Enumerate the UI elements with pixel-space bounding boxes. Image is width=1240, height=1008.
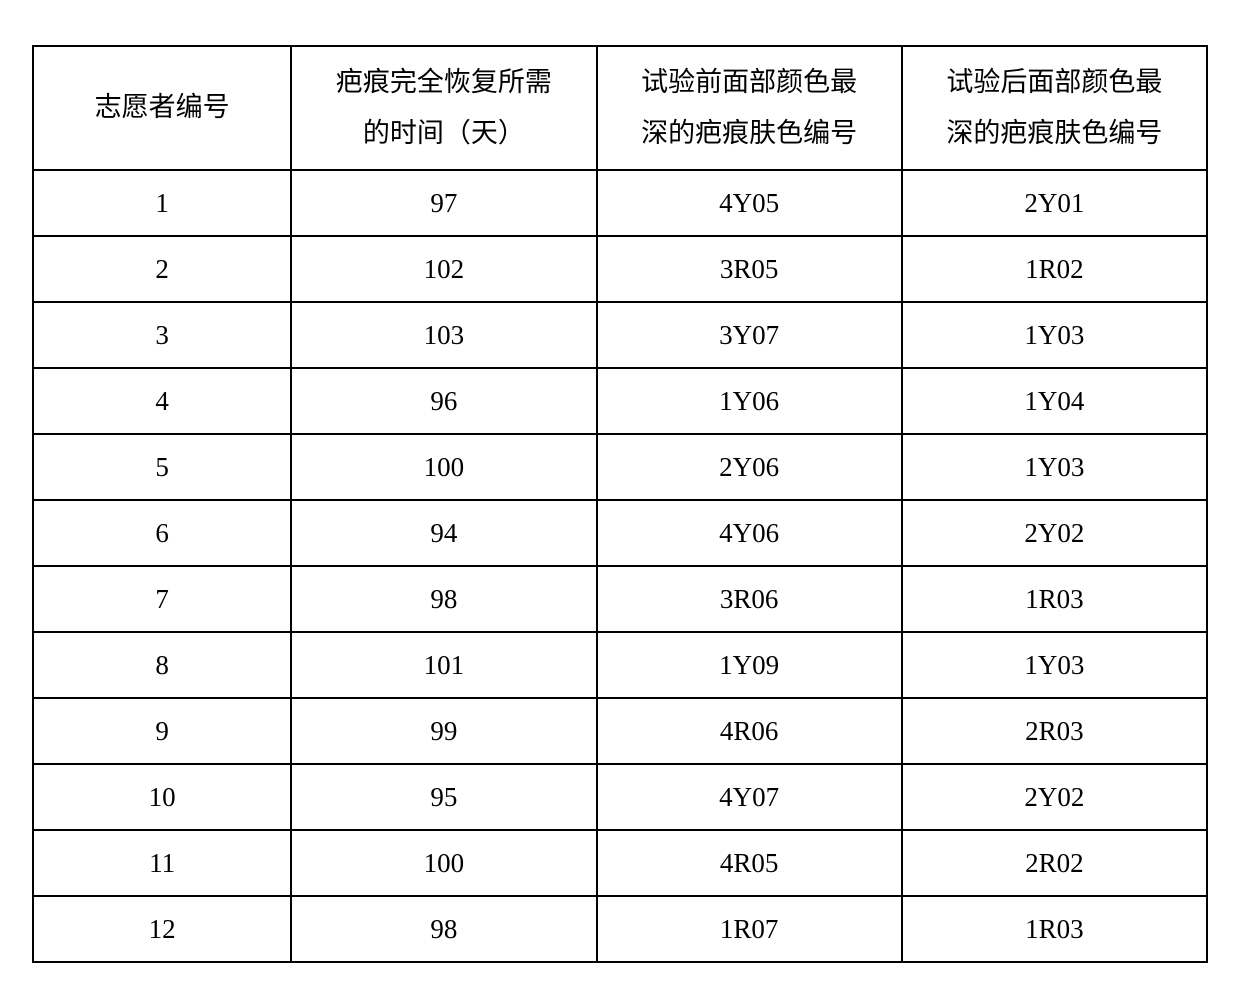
- table-row: 7 98 3R06 1R03: [33, 566, 1207, 632]
- cell-before-color: 3R06: [597, 566, 902, 632]
- cell-before-color: 4Y06: [597, 500, 902, 566]
- table-row: 10 95 4Y07 2Y02: [33, 764, 1207, 830]
- cell-after-color: 1Y04: [902, 368, 1207, 434]
- table-row: 8 101 1Y09 1Y03: [33, 632, 1207, 698]
- header-recovery-days: 疤痕完全恢复所需的时间（天）: [291, 46, 596, 171]
- cell-volunteer-id: 4: [33, 368, 291, 434]
- cell-after-color: 1Y03: [902, 302, 1207, 368]
- table-body: 1 97 4Y05 2Y01 2 102 3R05 1R02 3 103 3Y0…: [33, 170, 1207, 962]
- table-row: 3 103 3Y07 1Y03: [33, 302, 1207, 368]
- table-row: 9 99 4R06 2R03: [33, 698, 1207, 764]
- table-row: 4 96 1Y06 1Y04: [33, 368, 1207, 434]
- data-table: 志愿者编号 疤痕完全恢复所需的时间（天） 试验前面部颜色最深的疤痕肤色编号 试验…: [32, 45, 1208, 964]
- cell-recovery-days: 101: [291, 632, 596, 698]
- cell-before-color: 4R05: [597, 830, 902, 896]
- cell-recovery-days: 97: [291, 170, 596, 236]
- cell-after-color: 2Y02: [902, 500, 1207, 566]
- cell-recovery-days: 99: [291, 698, 596, 764]
- cell-recovery-days: 100: [291, 434, 596, 500]
- cell-before-color: 1R07: [597, 896, 902, 962]
- header-volunteer-id: 志愿者编号: [33, 46, 291, 171]
- cell-before-color: 4R06: [597, 698, 902, 764]
- cell-before-color: 4Y07: [597, 764, 902, 830]
- cell-before-color: 3Y07: [597, 302, 902, 368]
- cell-volunteer-id: 10: [33, 764, 291, 830]
- cell-after-color: 1R02: [902, 236, 1207, 302]
- cell-after-color: 2R02: [902, 830, 1207, 896]
- cell-after-color: 1R03: [902, 566, 1207, 632]
- cell-before-color: 4Y05: [597, 170, 902, 236]
- cell-recovery-days: 100: [291, 830, 596, 896]
- cell-after-color: 2Y01: [902, 170, 1207, 236]
- header-label: 志愿者编号: [95, 82, 230, 133]
- table-row: 1 97 4Y05 2Y01: [33, 170, 1207, 236]
- cell-recovery-days: 94: [291, 500, 596, 566]
- cell-recovery-days: 98: [291, 896, 596, 962]
- cell-recovery-days: 95: [291, 764, 596, 830]
- cell-volunteer-id: 8: [33, 632, 291, 698]
- cell-volunteer-id: 11: [33, 830, 291, 896]
- header-before-color: 试验前面部颜色最深的疤痕肤色编号: [597, 46, 902, 171]
- table-row: 2 102 3R05 1R02: [33, 236, 1207, 302]
- data-table-container: 志愿者编号 疤痕完全恢复所需的时间（天） 试验前面部颜色最深的疤痕肤色编号 试验…: [32, 45, 1208, 964]
- cell-volunteer-id: 7: [33, 566, 291, 632]
- cell-after-color: 2R03: [902, 698, 1207, 764]
- cell-volunteer-id: 3: [33, 302, 291, 368]
- table-row: 6 94 4Y06 2Y02: [33, 500, 1207, 566]
- cell-before-color: 2Y06: [597, 434, 902, 500]
- cell-after-color: 1Y03: [902, 434, 1207, 500]
- cell-recovery-days: 102: [291, 236, 596, 302]
- cell-after-color: 1Y03: [902, 632, 1207, 698]
- cell-volunteer-id: 1: [33, 170, 291, 236]
- cell-volunteer-id: 9: [33, 698, 291, 764]
- cell-volunteer-id: 5: [33, 434, 291, 500]
- header-after-color: 试验后面部颜色最深的疤痕肤色编号: [902, 46, 1207, 171]
- cell-volunteer-id: 6: [33, 500, 291, 566]
- header-label: 试验后面部颜色最深的疤痕肤色编号: [946, 57, 1162, 160]
- table-row: 12 98 1R07 1R03: [33, 896, 1207, 962]
- cell-after-color: 2Y02: [902, 764, 1207, 830]
- header-label: 试验前面部颜色最深的疤痕肤色编号: [641, 57, 857, 160]
- cell-recovery-days: 98: [291, 566, 596, 632]
- cell-before-color: 3R05: [597, 236, 902, 302]
- cell-recovery-days: 103: [291, 302, 596, 368]
- cell-volunteer-id: 2: [33, 236, 291, 302]
- cell-volunteer-id: 12: [33, 896, 291, 962]
- table-header-row: 志愿者编号 疤痕完全恢复所需的时间（天） 试验前面部颜色最深的疤痕肤色编号 试验…: [33, 46, 1207, 171]
- cell-before-color: 1Y09: [597, 632, 902, 698]
- header-label: 疤痕完全恢复所需的时间（天）: [336, 57, 552, 160]
- table-row: 11 100 4R05 2R02: [33, 830, 1207, 896]
- cell-before-color: 1Y06: [597, 368, 902, 434]
- cell-after-color: 1R03: [902, 896, 1207, 962]
- cell-recovery-days: 96: [291, 368, 596, 434]
- table-row: 5 100 2Y06 1Y03: [33, 434, 1207, 500]
